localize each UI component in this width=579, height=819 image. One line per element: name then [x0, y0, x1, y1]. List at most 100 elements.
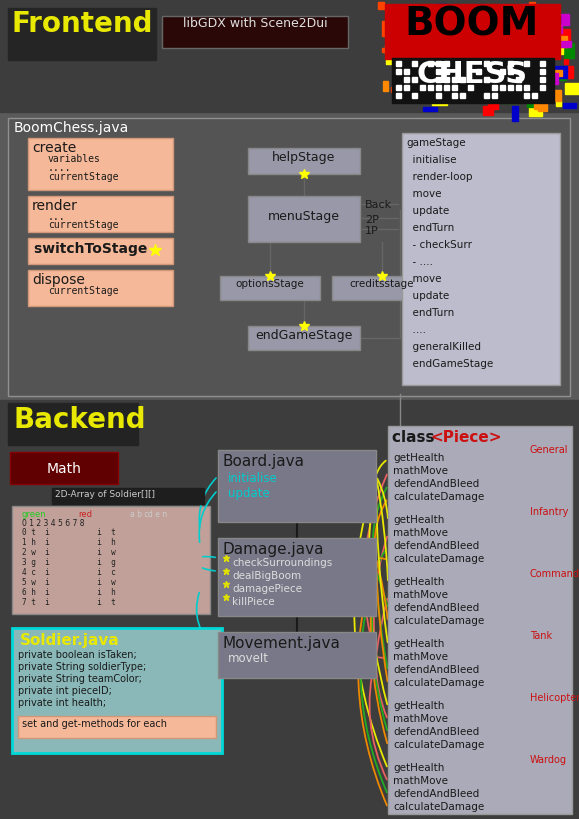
FancyBboxPatch shape — [444, 85, 449, 90]
FancyBboxPatch shape — [495, 72, 504, 87]
FancyBboxPatch shape — [564, 49, 568, 64]
FancyBboxPatch shape — [12, 506, 210, 614]
FancyBboxPatch shape — [428, 61, 433, 66]
Text: i  w: i w — [88, 548, 116, 557]
FancyBboxPatch shape — [563, 103, 576, 108]
FancyBboxPatch shape — [28, 138, 173, 190]
FancyBboxPatch shape — [501, 93, 506, 100]
FancyBboxPatch shape — [220, 276, 320, 300]
FancyBboxPatch shape — [382, 21, 387, 36]
Text: set and get-methods for each: set and get-methods for each — [22, 719, 167, 729]
FancyBboxPatch shape — [556, 24, 562, 33]
FancyBboxPatch shape — [567, 66, 573, 78]
FancyBboxPatch shape — [427, 24, 433, 28]
Text: optionsStage: optionsStage — [236, 279, 305, 289]
FancyBboxPatch shape — [8, 118, 570, 396]
Text: mathMove: mathMove — [393, 466, 448, 476]
FancyBboxPatch shape — [507, 39, 516, 49]
FancyBboxPatch shape — [10, 452, 118, 484]
FancyBboxPatch shape — [522, 33, 533, 44]
FancyBboxPatch shape — [378, 2, 384, 9]
FancyBboxPatch shape — [538, 35, 553, 50]
FancyBboxPatch shape — [516, 85, 521, 90]
FancyBboxPatch shape — [385, 45, 399, 54]
FancyBboxPatch shape — [478, 54, 491, 67]
Text: Commando: Commando — [530, 569, 579, 579]
FancyBboxPatch shape — [463, 32, 478, 44]
FancyBboxPatch shape — [534, 43, 541, 52]
FancyBboxPatch shape — [404, 69, 409, 74]
FancyBboxPatch shape — [436, 61, 441, 66]
FancyBboxPatch shape — [500, 85, 505, 90]
FancyBboxPatch shape — [538, 101, 547, 111]
FancyBboxPatch shape — [465, 23, 473, 38]
FancyBboxPatch shape — [412, 61, 417, 66]
FancyBboxPatch shape — [558, 29, 570, 40]
FancyBboxPatch shape — [392, 58, 554, 103]
FancyBboxPatch shape — [218, 450, 376, 522]
Text: a b c: a b c — [130, 510, 148, 519]
FancyBboxPatch shape — [517, 13, 526, 23]
Text: menuStage: menuStage — [268, 210, 340, 223]
FancyBboxPatch shape — [28, 238, 173, 264]
Text: switchToStage: switchToStage — [34, 242, 152, 256]
FancyBboxPatch shape — [450, 15, 462, 20]
Text: i  t: i t — [88, 598, 116, 607]
Text: 4 c  i: 4 c i — [22, 568, 50, 577]
Text: render-loop: render-loop — [406, 172, 472, 182]
Text: i  g: i g — [88, 558, 116, 567]
FancyBboxPatch shape — [414, 44, 424, 59]
Text: damagePiece: damagePiece — [232, 584, 302, 594]
FancyBboxPatch shape — [549, 73, 558, 84]
Text: i  t: i t — [88, 528, 116, 537]
Text: defendAndBleed: defendAndBleed — [393, 665, 479, 675]
FancyBboxPatch shape — [452, 77, 457, 82]
Text: Back: Back — [365, 200, 392, 210]
Text: calculateDamage: calculateDamage — [393, 492, 484, 502]
FancyBboxPatch shape — [475, 66, 480, 78]
FancyBboxPatch shape — [450, 85, 454, 90]
FancyBboxPatch shape — [524, 85, 529, 90]
FancyBboxPatch shape — [530, 57, 539, 61]
Text: ....: .... — [48, 163, 71, 173]
FancyBboxPatch shape — [396, 69, 401, 74]
FancyBboxPatch shape — [502, 7, 514, 20]
Text: gameStage: gameStage — [406, 138, 466, 148]
Text: render: render — [32, 199, 78, 213]
FancyBboxPatch shape — [547, 28, 558, 34]
Text: i  h: i h — [88, 538, 116, 547]
FancyBboxPatch shape — [405, 37, 415, 45]
FancyBboxPatch shape — [383, 81, 388, 91]
Text: CHESS: CHESS — [416, 60, 527, 89]
Text: checkSurroundings: checkSurroundings — [232, 558, 332, 568]
FancyBboxPatch shape — [467, 23, 477, 38]
FancyBboxPatch shape — [332, 276, 432, 300]
Text: calculateDamage: calculateDamage — [393, 616, 484, 626]
FancyBboxPatch shape — [460, 66, 474, 80]
FancyBboxPatch shape — [468, 85, 473, 90]
FancyBboxPatch shape — [561, 41, 571, 47]
Text: private String teamColor;: private String teamColor; — [18, 674, 142, 684]
FancyBboxPatch shape — [541, 35, 551, 46]
Text: BoomChess.java: BoomChess.java — [14, 121, 129, 135]
Text: Math: Math — [46, 462, 82, 476]
Text: defendAndBleed: defendAndBleed — [393, 603, 479, 613]
FancyBboxPatch shape — [564, 43, 574, 58]
Text: d e n: d e n — [148, 510, 167, 519]
FancyBboxPatch shape — [532, 93, 537, 98]
Text: 1 h  i: 1 h i — [22, 538, 50, 547]
Text: mathMove: mathMove — [393, 590, 448, 600]
FancyBboxPatch shape — [428, 85, 433, 90]
FancyBboxPatch shape — [556, 101, 561, 106]
Text: i  h: i h — [88, 588, 116, 597]
FancyBboxPatch shape — [478, 91, 485, 101]
FancyBboxPatch shape — [484, 77, 489, 82]
Text: defendAndBleed: defendAndBleed — [393, 789, 479, 799]
FancyBboxPatch shape — [462, 74, 473, 81]
Text: class: class — [392, 430, 439, 445]
FancyBboxPatch shape — [484, 61, 489, 66]
FancyBboxPatch shape — [476, 69, 481, 74]
Text: ....: .... — [406, 325, 426, 335]
FancyBboxPatch shape — [396, 93, 401, 98]
FancyBboxPatch shape — [524, 93, 529, 98]
